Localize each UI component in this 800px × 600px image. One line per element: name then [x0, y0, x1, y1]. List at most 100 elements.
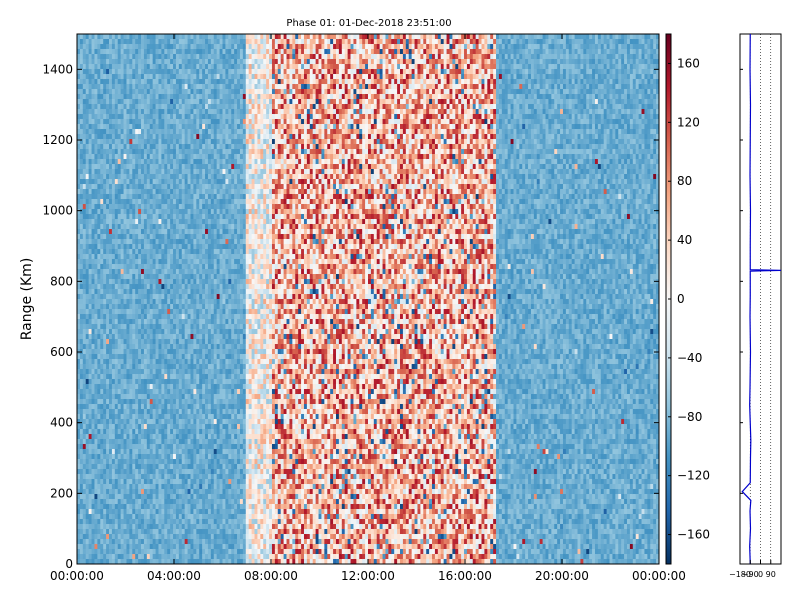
- heatmap-cell: [129, 104, 133, 110]
- heatmap-cell: [178, 414, 183, 420]
- heatmap-cell: [193, 319, 197, 325]
- heatmap-cell: [111, 419, 116, 425]
- heatmap-cell: [190, 174, 194, 180]
- heatmap-cell: [111, 539, 116, 545]
- heatmap-cell: [158, 444, 162, 450]
- heatmap-cell: [199, 444, 203, 450]
- heatmap-cell: [120, 414, 124, 420]
- heatmap-cell: [184, 344, 188, 350]
- heatmap-cell: [193, 179, 197, 185]
- heatmap-cell: [123, 334, 127, 340]
- heatmap-cell: [114, 544, 119, 550]
- heatmap-cell: [123, 524, 127, 530]
- heatmap-cell: [173, 514, 177, 520]
- heatmap-cell: [117, 109, 122, 115]
- heatmap-cell: [97, 199, 101, 205]
- heatmap-cell: [129, 159, 133, 165]
- heatmap-cell: [205, 489, 209, 495]
- heatmap-cell: [109, 224, 113, 230]
- heatmap-cell: [205, 384, 209, 390]
- heatmap-cell: [79, 89, 84, 95]
- heatmap-cell: [103, 424, 107, 430]
- heatmap-cell: [109, 99, 113, 105]
- heatmap-cell: [205, 239, 209, 245]
- heatmap-cell: [205, 164, 209, 170]
- heatmap-cell: [181, 269, 186, 275]
- heatmap-cell: [164, 164, 168, 170]
- heatmap-cell: [132, 109, 136, 115]
- heatmap-cell: [178, 384, 183, 390]
- heatmap-cell: [117, 309, 122, 315]
- heatmap-cell: [135, 419, 139, 425]
- heatmap-cell: [193, 379, 197, 385]
- heatmap-cell: [167, 404, 171, 410]
- heatmap-cell: [173, 549, 177, 555]
- heatmap-cell: [202, 329, 206, 335]
- heatmap-cell: [164, 379, 168, 385]
- heatmap-cell: [207, 554, 212, 560]
- heatmap-cell: [193, 389, 197, 395]
- heatmap-cell: [181, 504, 186, 510]
- heatmap-cell: [91, 434, 95, 440]
- heatmap-cell: [158, 194, 162, 200]
- heatmap-cell: [117, 449, 122, 455]
- heatmap-cell: [85, 39, 90, 45]
- heatmap-cell: [129, 119, 133, 125]
- heatmap-cell: [178, 309, 183, 315]
- heatmap-cell: [132, 89, 136, 95]
- heatmap-cell: [123, 49, 127, 55]
- heatmap-cell: [187, 239, 191, 245]
- heatmap-cell: [85, 334, 90, 340]
- heatmap-cell: [77, 264, 81, 270]
- heatmap-cell: [178, 274, 183, 280]
- heatmap-cell: [132, 164, 136, 170]
- heatmap-cell: [120, 559, 124, 565]
- heatmap-cell: [117, 529, 122, 535]
- heatmap-cell: [91, 49, 95, 55]
- heatmap-cell: [94, 219, 98, 225]
- heatmap-cell: [114, 474, 119, 480]
- heatmap-cell: [106, 449, 110, 455]
- heatmap-cell: [164, 559, 168, 565]
- heatmap-cell: [117, 389, 122, 395]
- heatmap-cell: [187, 434, 191, 440]
- heatmap-cell: [173, 339, 177, 345]
- heatmap-cell: [178, 229, 183, 235]
- heatmap-cell: [126, 424, 130, 430]
- heatmap-cell: [97, 89, 101, 95]
- heatmap-cell: [173, 149, 177, 155]
- heatmap-cell: [175, 279, 180, 285]
- heatmap-cell: [82, 129, 87, 135]
- heatmap-cell: [146, 64, 151, 70]
- heatmap-cell: [155, 424, 159, 430]
- heatmap-cell: [170, 324, 174, 330]
- heatmap-cell: [126, 454, 130, 460]
- heatmap-cell: [202, 414, 206, 420]
- heatmap-cell: [173, 304, 177, 310]
- heatmap-cell: [123, 54, 127, 60]
- heatmap-cell: [205, 49, 209, 55]
- heatmap-cell: [97, 249, 101, 255]
- heatmap-cell: [106, 124, 110, 130]
- heatmap-cell: [155, 239, 159, 245]
- heatmap-cell: [170, 219, 174, 225]
- heatmap-cell: [164, 154, 168, 160]
- heatmap-cell: [138, 129, 142, 135]
- heatmap-cell: [114, 289, 119, 295]
- heatmap-cell: [100, 89, 104, 95]
- heatmap-cell: [155, 279, 159, 285]
- heatmap-cell: [193, 64, 197, 70]
- heatmap-cell: [184, 414, 188, 420]
- heatmap-cell: [155, 359, 159, 365]
- heatmap-cell: [106, 394, 110, 400]
- heatmap-cell: [106, 524, 110, 530]
- heatmap-cell: [158, 84, 162, 90]
- heatmap-cell: [178, 319, 183, 325]
- heatmap-cell: [120, 539, 124, 545]
- heatmap-cell: [126, 99, 130, 105]
- heatmap-cell: [106, 164, 110, 170]
- heatmap-cell: [97, 489, 101, 495]
- heatmap-cell: [152, 434, 156, 440]
- heatmap-cell: [106, 244, 110, 250]
- heatmap-cell: [146, 519, 151, 525]
